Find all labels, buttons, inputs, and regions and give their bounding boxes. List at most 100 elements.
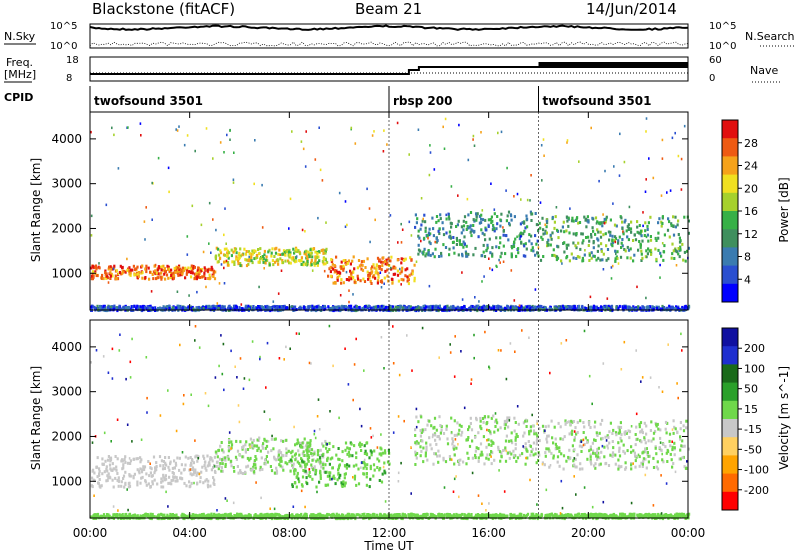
scatter-cell [495,418,498,422]
scatter-cell [458,123,460,127]
scatter-cell [623,451,626,455]
scatter-cell [598,456,601,460]
scatter-cell [136,272,139,276]
scatter-cell [222,457,225,461]
scatter-cell [600,221,603,225]
scatter-cell [139,467,142,471]
scatter-cell [291,483,294,487]
scatter-cell [337,271,340,274]
scatter-cell [477,459,480,463]
scatter-cell [204,479,207,483]
scatter-cell [249,437,252,441]
scatter-cell [101,273,104,277]
scatter-cell [569,207,571,210]
scatter-cell [477,447,480,451]
scatter-cell [258,468,262,472]
y-tick-label: 2000 [51,221,82,235]
scatter-cell [135,307,138,311]
scatter-cell [248,443,251,447]
colorbar-swatch [722,174,738,194]
scatter-cell [184,266,187,270]
scatter-cell [355,305,358,308]
scatter-cell [326,474,329,478]
scatter-cell [630,445,633,449]
scatter-cell [539,201,542,204]
scatter-cell [213,455,216,459]
scatter-cell [390,255,393,259]
scatter-cell [491,254,494,258]
scatter-cell [645,178,647,181]
scatter-cell [589,460,592,464]
scatter-cell [212,157,214,160]
scatter-cell [197,514,200,518]
scatter-cell [198,270,201,274]
scatter-cell [196,471,199,475]
scatter-cell [141,475,144,479]
scatter-cell [404,274,407,278]
scatter-cell [427,231,430,235]
scatter-cell [612,428,615,432]
scatter-cell [659,428,662,432]
scatter-cell [465,244,468,248]
scatter-cell [160,271,163,275]
scatter-cell [601,436,604,440]
scatter-cell [372,263,375,267]
scatter-cell [574,426,577,430]
scatter-cell [590,233,593,236]
scatter-cell [463,235,466,239]
scatter-cell [213,469,217,473]
scatter-cell [534,288,537,291]
scatter-cell [342,259,345,263]
scatter-cell [345,262,348,266]
scatter-cell [311,255,314,259]
scatter-cell [314,158,317,161]
scatter-cell [491,440,494,444]
scatter-cell [107,513,110,517]
scatter-cell [196,268,199,272]
scatter-cell [277,292,280,295]
scatter-cell [261,226,264,229]
scatter-cell [237,259,240,263]
scatter-cell [344,305,348,309]
scatter-cell [614,462,617,466]
scatter-cell [552,456,555,460]
scatter-cell [445,231,448,235]
scatter-cell [530,450,533,454]
scatter-cell [312,247,316,251]
scatter-cell [513,299,516,302]
scatter-cell [205,127,208,130]
scatter-cell [517,247,520,251]
scatter-cell [316,256,319,259]
scatter-cell [102,304,105,308]
scatter-cell [402,278,405,282]
scatter-cell [235,439,238,443]
scatter-cell [406,279,409,283]
scatter-cell [322,455,325,459]
scatter-cell [282,249,286,253]
scatter-cell [572,256,575,260]
scatter-cell [174,461,177,465]
scatter-cell [188,480,191,484]
scatter-cell [340,481,343,485]
scatter-cell [365,483,368,487]
scatter-cell [638,240,641,243]
scatter-cell [336,276,339,280]
scatter-cell [547,434,550,438]
scatter-cell [305,130,307,133]
scatter-cell [373,449,376,453]
scatter-cell [591,216,594,220]
scatter-cell [553,306,556,310]
scatter-cell [298,306,301,310]
scatter-cell [411,307,414,311]
scatter-cell [420,449,423,453]
y-tick-label: 3000 [51,177,82,191]
scatter-cell [438,232,441,235]
scatter-cell [489,267,491,270]
date-title: 14/Jun/2014 [586,0,677,18]
nave-tick-top: 60 [709,55,722,66]
scatter-cell [221,469,224,473]
scatter-cell [603,445,606,449]
scatter-cell [678,236,681,240]
scatter-cell [644,450,647,454]
scatter-cell [101,306,104,310]
